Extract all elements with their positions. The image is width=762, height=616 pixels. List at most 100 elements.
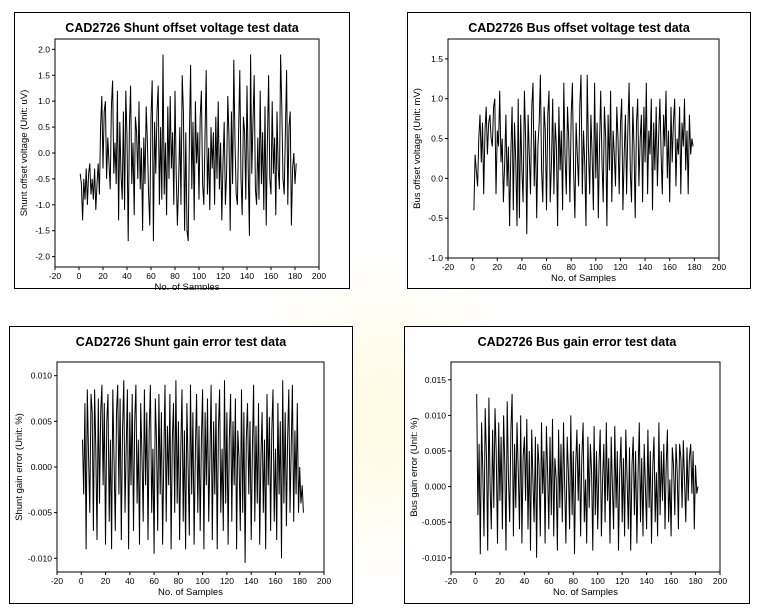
- chart-title: CAD2726 Bus gain error test data: [477, 335, 677, 349]
- x-tick-label: 40: [125, 576, 135, 586]
- y-tick-label: -1.0: [35, 200, 50, 210]
- x-tick-label: 160: [664, 576, 678, 586]
- x-tick-label: 40: [520, 576, 530, 586]
- x-axis-label: No. of Samples: [155, 282, 220, 290]
- x-tick-label: 200: [317, 576, 331, 586]
- chart-panel-shunt-gain: CAD2726 Shunt gain error test data -20 0 2…: [9, 326, 353, 604]
- x-tick-label: 60: [149, 576, 159, 586]
- x-tick-label: 180: [688, 576, 702, 586]
- y-tick-label: 0.0: [38, 148, 50, 158]
- y-tick-label: -0.5: [428, 213, 443, 223]
- x-tick-label: 40: [122, 271, 132, 281]
- y-tick-label: 0.5: [431, 134, 443, 144]
- chart-title: CAD2726 Shunt gain error test data: [75, 335, 287, 349]
- y-tick-label: -1.0: [428, 253, 443, 263]
- y-tick-label: 0.000: [425, 482, 447, 492]
- y-tick-label: 1.0: [38, 96, 50, 106]
- x-tick-label: 200: [712, 262, 726, 272]
- chart-title: CAD2726 Shunt offset voltage test data: [65, 21, 299, 35]
- x-tick-label: 160: [663, 262, 677, 272]
- x-tick-label: 140: [640, 576, 654, 586]
- chart-svg: -20 0 20 40 60 80 100 120 140 160 180 200 2.0 1.5 1.0 0…: [19, 38, 326, 290]
- y-tick-label: 1.5: [431, 54, 443, 64]
- data-series-line: [476, 393, 699, 558]
- x-tick-label: 80: [170, 271, 180, 281]
- chart-panel-shunt-offset: CAD2726 Shunt offset voltage test data -…: [14, 12, 350, 290]
- x-tick-label: 180: [288, 271, 302, 281]
- x-tick-label: 140: [240, 271, 254, 281]
- plot-frame: [447, 38, 720, 259]
- y-tick-label: 0.010: [31, 371, 53, 381]
- plot-frame: [450, 361, 721, 573]
- x-tick-label: 20: [101, 576, 111, 586]
- y-tick-label: -1.5: [35, 226, 50, 236]
- x-tick-label: 0: [79, 576, 84, 586]
- y-tick-label: -0.010: [422, 553, 446, 563]
- x-axis-label: No. of Samples: [551, 273, 616, 284]
- chart-title: CAD2726 Bus offset voltage test data: [468, 21, 690, 35]
- y-tick-label: 1.0: [431, 94, 443, 104]
- x-tick-label: 0: [470, 262, 475, 272]
- x-tick-label: 160: [268, 576, 282, 586]
- x-tick-label: 0: [77, 271, 82, 281]
- chart-panel-bus-gain: CAD2726 Bus gain error test data -20 0 20 4…: [404, 326, 750, 604]
- x-tick-label: -20: [51, 576, 64, 586]
- y-tick-label: 0.005: [31, 416, 53, 426]
- x-tick-label: 200: [312, 271, 326, 281]
- y-tick-label: -2.0: [35, 252, 50, 262]
- x-tick-label: 100: [196, 576, 210, 586]
- y-axis-label: Shunt gain error (Unit: %): [14, 413, 25, 521]
- y-axis-label: Bus gain error (Unit: %): [409, 417, 420, 516]
- chart-svg: -20 0 20 40 60 80 100 120 140 160 180 200 0.010 0.005…: [14, 361, 331, 598]
- y-tick-label: -0.010: [28, 553, 52, 563]
- x-tick-label: 60: [146, 271, 156, 281]
- data-series-line: [473, 74, 694, 235]
- y-tick-label: 0.0: [431, 173, 443, 183]
- x-tick-label: 60: [544, 576, 554, 586]
- x-tick-label: 60: [542, 262, 552, 272]
- x-tick-label: 120: [613, 262, 627, 272]
- x-tick-label: 100: [589, 262, 603, 272]
- x-axis-label: No. of Samples: [158, 587, 223, 598]
- data-series-line: [79, 54, 297, 242]
- x-tick-label: 80: [569, 576, 579, 586]
- x-tick-label: 100: [591, 576, 605, 586]
- x-tick-label: 140: [638, 262, 652, 272]
- y-tick-label: -0.5: [35, 174, 50, 184]
- x-tick-label: 80: [174, 576, 184, 586]
- x-tick-label: 20: [98, 271, 108, 281]
- chart-svg: -20 0 20 40 60 80 100 120 140 160 180 200 0.015 0.010…: [409, 361, 727, 598]
- chart-panel-bus-offset: CAD2726 Bus offset voltage test data -20…: [407, 12, 751, 289]
- y-tick-label: 1.5: [38, 70, 50, 80]
- x-tick-label: 140: [244, 576, 258, 586]
- x-tick-label: 0: [473, 576, 478, 586]
- x-tick-label: 20: [493, 262, 503, 272]
- y-tick-label: 2.0: [38, 44, 50, 54]
- x-tick-label: 120: [220, 576, 234, 586]
- chart-svg: -20 0 20 40 60 80 100 120 140 160 180 200 1.5 1.0 0.5 0…: [412, 38, 726, 284]
- y-tick-label: 0.5: [38, 122, 50, 132]
- x-tick-label: -20: [442, 262, 455, 272]
- x-tick-label: -20: [49, 271, 62, 281]
- x-tick-label: 100: [192, 271, 206, 281]
- x-axis-label: No. of Samples: [553, 587, 618, 598]
- y-tick-label: -0.005: [422, 517, 446, 527]
- x-tick-label: 200: [713, 576, 727, 586]
- y-axis-label: Shunt offset voltage (Unit: uV): [19, 90, 30, 217]
- y-tick-label: 0.000: [31, 462, 53, 472]
- y-tick-label: 0.015: [425, 375, 447, 385]
- x-tick-label: 40: [517, 262, 527, 272]
- y-tick-label: 0.005: [425, 446, 447, 456]
- y-tick-label: -0.005: [28, 508, 52, 518]
- x-tick-label: 180: [293, 576, 307, 586]
- x-tick-label: 120: [615, 576, 629, 586]
- y-axis-label: Bus offset voltage (Unit: mV): [412, 88, 423, 209]
- x-tick-label: 120: [216, 271, 230, 281]
- x-tick-label: 80: [566, 262, 576, 272]
- data-series-line: [82, 380, 304, 563]
- x-tick-label: 20: [495, 576, 505, 586]
- x-tick-label: -20: [445, 576, 458, 586]
- y-tick-label: 0.010: [425, 410, 447, 420]
- x-tick-label: 160: [264, 271, 278, 281]
- x-tick-label: 180: [687, 262, 701, 272]
